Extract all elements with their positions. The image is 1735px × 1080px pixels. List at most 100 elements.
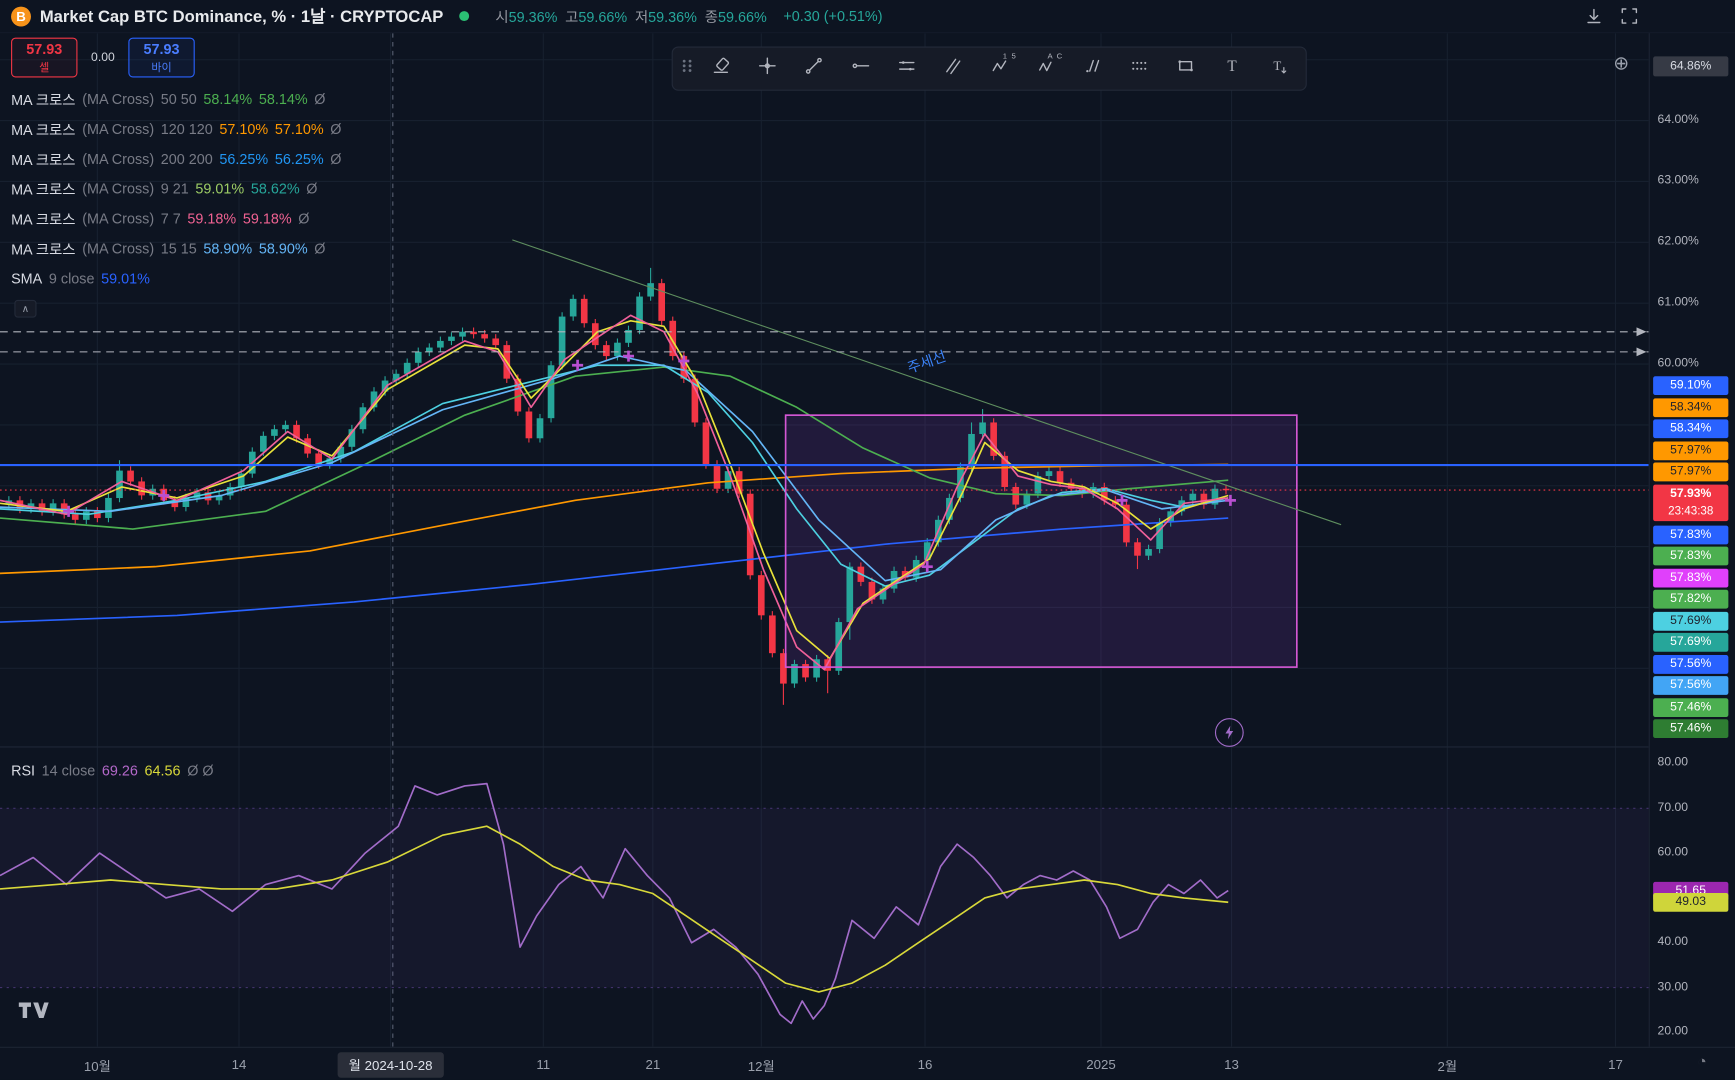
lightning-icon [1225, 725, 1234, 740]
indicator-legend: MA 크로스 (MA Cross) 50 50 58.14% 58.14% Ø MA 크로스… [11, 84, 341, 293]
slash-marks-icon [1083, 56, 1102, 80]
spread-value: 0.00 [91, 50, 115, 65]
tradingview-logo-icon [18, 1002, 49, 1018]
time-tick: 16 [917, 1056, 933, 1073]
toolbar-item-trend-line[interactable] [790, 50, 836, 88]
pitchfork-channel-icon [943, 56, 962, 80]
price-badge: 57.83% [1653, 525, 1729, 544]
price-badge: 57.56% [1653, 654, 1729, 674]
add-alert-button[interactable]: ⊕ [1613, 53, 1630, 75]
toolbar-item-slash-marks[interactable] [1069, 50, 1115, 88]
text-icon: T [1222, 56, 1241, 80]
price-badge: 57.83% [1653, 568, 1729, 588]
time-tick: 2월 [1437, 1058, 1458, 1075]
time-tick: 14 [231, 1056, 247, 1073]
buy-button[interactable]: 57.93 바이 [128, 37, 195, 78]
btc-logo-icon: B [11, 6, 31, 27]
dot-rows-icon [1129, 56, 1148, 80]
price-badge: 59.10% [1653, 376, 1729, 396]
time-axis[interactable]: 10월 14 월 2024-10-28 11 21 12월 16 2025 13 2월 17 [0, 1046, 1735, 1080]
rsi-tick: 20.00 [1657, 1024, 1689, 1038]
horizontal-ray-icon [850, 56, 869, 80]
svg-text:주세선: 주세선 [905, 348, 948, 377]
ohlc-stat: 시59.36% [495, 8, 558, 25]
trade-panel: 57.93 셀 0.00 57.93 바이 [11, 37, 195, 78]
indicator-row[interactable]: MA 크로스 (MA Cross) 50 50 58.14% 58.14% Ø [11, 90, 326, 109]
price-badge: 57.93% 23:43:38 [1653, 484, 1729, 521]
indicator-row[interactable]: MA 크로스 (MA Cross) 120 120 57.10% 57.10% Ø [11, 120, 342, 139]
toolbar-item-pitchfork-channel[interactable] [929, 50, 975, 88]
market-status-dot [458, 11, 469, 22]
sell-label: 셀 [39, 61, 50, 75]
price-tick: 64.00% [1657, 112, 1699, 127]
price-badge: 58.34% [1653, 397, 1729, 417]
indicator-row[interactable]: MA 크로스 (MA Cross) 7 7 59.18% 59.18% Ø [11, 210, 310, 228]
toolbar-item-dot-rows[interactable] [1115, 50, 1161, 88]
price-tick: 63.00% [1657, 173, 1699, 187]
time-tick: 21 [645, 1056, 661, 1073]
time-tick: 13 [1224, 1056, 1239, 1073]
toolbar-item-cross-line[interactable] [744, 50, 790, 88]
ohlc-stat: 종59.66% [704, 8, 767, 25]
pattern-abc-icon [1036, 56, 1055, 80]
time-tick: 12월 [747, 1058, 775, 1075]
crosshair-price-label: 64.86% [1653, 56, 1729, 77]
rsi-tick: 70.00 [1657, 800, 1689, 814]
collapse-legend-button[interactable]: ∧ [14, 299, 37, 318]
indicator-row[interactable]: MA 크로스 (MA Cross) 200 200 56.25% 56.25% Ø [11, 150, 342, 169]
price-badge: 57.46% [1653, 719, 1729, 739]
sell-button[interactable]: 57.93 셀 [11, 37, 78, 78]
price-badge: 58.34% [1653, 419, 1729, 439]
ohlc-stat: 저59.36% [634, 8, 697, 25]
price-badge: 57.83% [1653, 546, 1729, 566]
toolbar-item-horizontal-ray[interactable] [837, 50, 883, 88]
rsi-legend[interactable]: RSI 14 close 69.26 64.56 Ø Ø [11, 762, 214, 779]
change-value: +0.30 (+0.51%) [783, 7, 883, 25]
price-badge: 57.82% [1653, 589, 1729, 609]
price-badge: 57.69% [1653, 632, 1729, 652]
buy-label: 바이 [151, 61, 172, 75]
toolbar-item-pattern-15[interactable]: 1 5 [976, 50, 1022, 88]
buy-price: 57.93 [143, 40, 180, 58]
indicator-row[interactable]: MA 크로스 (MA Cross) 15 15 58.90% 58.90% Ø [11, 240, 326, 258]
toolbar-item-anchored-text[interactable]: T [1255, 50, 1301, 88]
tradingview-logo[interactable] [18, 999, 51, 1027]
rectangle-icon [1176, 56, 1195, 80]
price-tick: 61.00% [1657, 295, 1699, 309]
price-badge: 57.56% [1653, 676, 1729, 695]
price-badge: 57.97% [1653, 440, 1729, 460]
rsi-tick: 60.00 [1657, 845, 1689, 859]
ohlc-stat: 고59.66% [565, 8, 628, 25]
symbol-title[interactable]: Market Cap BTC Dominance, % · 1날 · CRYPT… [39, 7, 444, 27]
svg-text:T: T [1227, 58, 1237, 75]
price-badge: 57.46% [1653, 697, 1729, 717]
parallel-lines-icon [897, 56, 916, 80]
price-tick: 62.00% [1657, 234, 1699, 248]
trend-line-icon [804, 56, 823, 80]
toolbar-item-drag-handle[interactable] [677, 50, 697, 88]
rsi-tick: 30.00 [1657, 979, 1689, 994]
main-chart[interactable]: 주세선 [0, 33, 1649, 1047]
quick-trade-lightning-button[interactable] [1214, 718, 1244, 747]
rsi-tick: 40.00 [1657, 934, 1689, 949]
toolbar-item-text[interactable]: T [1208, 50, 1254, 88]
rsi-badge: 49.03 [1653, 893, 1729, 913]
indicator-row[interactable]: SMA 9 close 59.01% [11, 269, 150, 287]
toolbar-item-rectangle[interactable] [1162, 50, 1208, 88]
download-button[interactable] [1585, 7, 1604, 31]
eraser-icon [711, 56, 730, 80]
time-settings-button[interactable]: ◔ [1697, 1052, 1707, 1070]
price-badge: 57.69% [1653, 611, 1729, 631]
indicator-row[interactable]: MA 크로스 (MA Cross) 9 21 59.01% 58.62% Ø [11, 180, 318, 199]
toolbar-item-pattern-abc[interactable]: A C [1022, 50, 1068, 88]
price-axis[interactable]: 64.00%63.00%62.00%61.00%60.00%54.00%59.1… [1648, 33, 1735, 1047]
toolbar-item-eraser[interactable] [697, 50, 743, 88]
fullscreen-button[interactable] [1620, 7, 1639, 31]
crosshair-date-label: 월 2024-10-28 [337, 1052, 444, 1078]
time-tick: 17 [1608, 1056, 1623, 1073]
price-badge: 57.97% [1653, 462, 1729, 482]
pattern-15-icon [990, 56, 1009, 80]
toolbar-item-parallel-lines[interactable] [883, 50, 929, 88]
